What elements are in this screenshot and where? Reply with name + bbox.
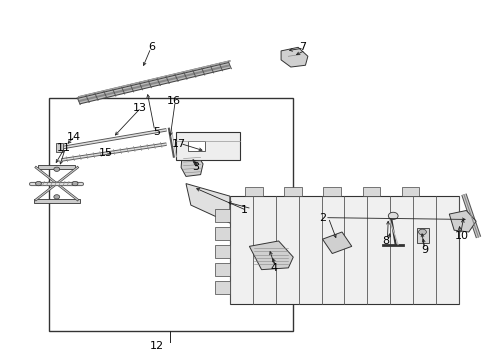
Text: 2: 2 bbox=[318, 213, 325, 222]
Polygon shape bbox=[362, 187, 379, 196]
Text: 12: 12 bbox=[149, 341, 163, 351]
Text: 16: 16 bbox=[166, 96, 181, 106]
Bar bbox=[416, 228, 428, 243]
Polygon shape bbox=[215, 245, 229, 258]
Polygon shape bbox=[323, 187, 340, 196]
Text: 17: 17 bbox=[171, 139, 185, 149]
Text: 13: 13 bbox=[132, 103, 146, 113]
Bar bbox=[39, 165, 75, 169]
Text: 8: 8 bbox=[382, 236, 388, 246]
Polygon shape bbox=[215, 263, 229, 276]
Polygon shape bbox=[401, 187, 418, 196]
Text: 4: 4 bbox=[270, 263, 277, 273]
Text: 3: 3 bbox=[192, 162, 199, 172]
Text: 7: 7 bbox=[299, 42, 306, 52]
Text: 14: 14 bbox=[67, 132, 81, 142]
Polygon shape bbox=[215, 210, 229, 222]
Bar bbox=[188, 140, 205, 151]
Polygon shape bbox=[245, 187, 263, 196]
Polygon shape bbox=[181, 153, 203, 176]
Circle shape bbox=[54, 167, 60, 171]
Polygon shape bbox=[229, 196, 458, 304]
Text: 11: 11 bbox=[57, 143, 71, 153]
Polygon shape bbox=[215, 227, 229, 240]
Bar bbox=[176, 132, 239, 160]
Text: 6: 6 bbox=[148, 42, 155, 52]
Circle shape bbox=[418, 229, 426, 235]
Polygon shape bbox=[281, 47, 307, 67]
Polygon shape bbox=[284, 187, 302, 196]
Circle shape bbox=[387, 212, 397, 220]
Text: 5: 5 bbox=[153, 127, 160, 136]
Circle shape bbox=[54, 195, 60, 199]
Polygon shape bbox=[185, 184, 229, 223]
Text: 1: 1 bbox=[241, 206, 247, 216]
Bar bbox=[34, 199, 80, 203]
Text: 9: 9 bbox=[421, 245, 427, 255]
Circle shape bbox=[72, 181, 78, 186]
Polygon shape bbox=[448, 211, 475, 232]
Text: 10: 10 bbox=[453, 231, 468, 240]
Polygon shape bbox=[322, 232, 351, 253]
Polygon shape bbox=[249, 241, 293, 270]
Circle shape bbox=[36, 181, 41, 186]
Bar bbox=[56, 143, 63, 152]
Polygon shape bbox=[215, 281, 229, 294]
Bar bbox=[49, 98, 293, 330]
Text: 15: 15 bbox=[98, 148, 112, 158]
